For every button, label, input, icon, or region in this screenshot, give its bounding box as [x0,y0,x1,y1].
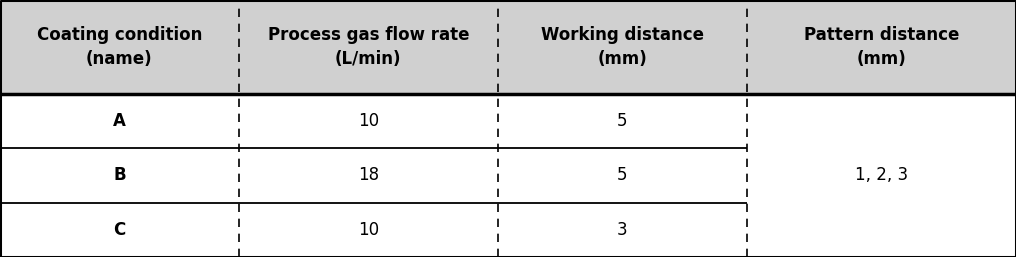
Bar [0,148,1016,203]
Bar [0,203,1016,257]
Bar [0,94,1016,148]
Text: 10: 10 [358,221,379,239]
Bar [0,0,1016,94]
Text: 18: 18 [358,166,379,185]
Text: 1, 2, 3: 1, 2, 3 [854,166,908,185]
Text: 3: 3 [617,221,628,239]
Text: Pattern distance
(mm): Pattern distance (mm) [804,26,959,68]
Text: 5: 5 [617,112,628,130]
Text: C: C [113,221,126,239]
Text: Coating condition
(name): Coating condition (name) [37,26,202,68]
Text: A: A [113,112,126,130]
Text: B: B [113,166,126,185]
Text: Process gas flow rate
(L/min): Process gas flow rate (L/min) [267,26,469,68]
Text: Working distance
(mm): Working distance (mm) [541,26,704,68]
Text: 10: 10 [358,112,379,130]
Text: 5: 5 [617,166,628,185]
